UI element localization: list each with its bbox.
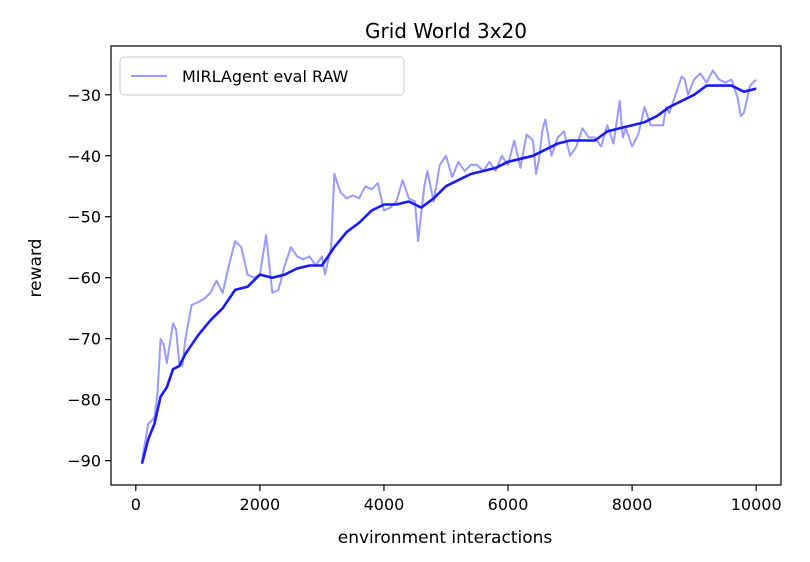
- x-tick-label: 0: [131, 495, 141, 514]
- plot-area: [110, 45, 782, 486]
- y-tick-label: −70: [67, 330, 101, 349]
- x-tick-label: 6000: [488, 495, 529, 514]
- y-tick-label: −90: [67, 452, 101, 471]
- y-axis-label: reward: [26, 239, 46, 298]
- legend-label-raw: MIRLAgent eval RAW: [182, 67, 349, 86]
- legend: MIRLAgent eval RAW: [119, 56, 405, 96]
- x-tick-label: 8000: [612, 495, 653, 514]
- series-line-raw: [141, 69, 757, 461]
- legend-box: [119, 56, 405, 96]
- plot-frame: [110, 45, 782, 486]
- y-tick-label: −50: [67, 208, 101, 227]
- x-axis-label: environment interactions: [338, 528, 553, 548]
- x-tick-label: 10000: [731, 495, 782, 514]
- y-tick-label: −80: [67, 391, 101, 410]
- chart-title: Grid World 3x20: [365, 19, 527, 43]
- y-tick-label: −30: [67, 86, 101, 105]
- y-tick-label: −60: [67, 269, 101, 288]
- series-line-smoothed: [140, 84, 757, 465]
- y-tick-label: −40: [67, 147, 101, 166]
- x-tick-label: 2000: [240, 495, 281, 514]
- x-tick-label: 4000: [364, 495, 405, 514]
- x-axis: 0 2000 4000 6000 8000 10000: [131, 485, 782, 514]
- y-axis: −90 −80 −70 −60 −50 −40 −30: [67, 86, 111, 471]
